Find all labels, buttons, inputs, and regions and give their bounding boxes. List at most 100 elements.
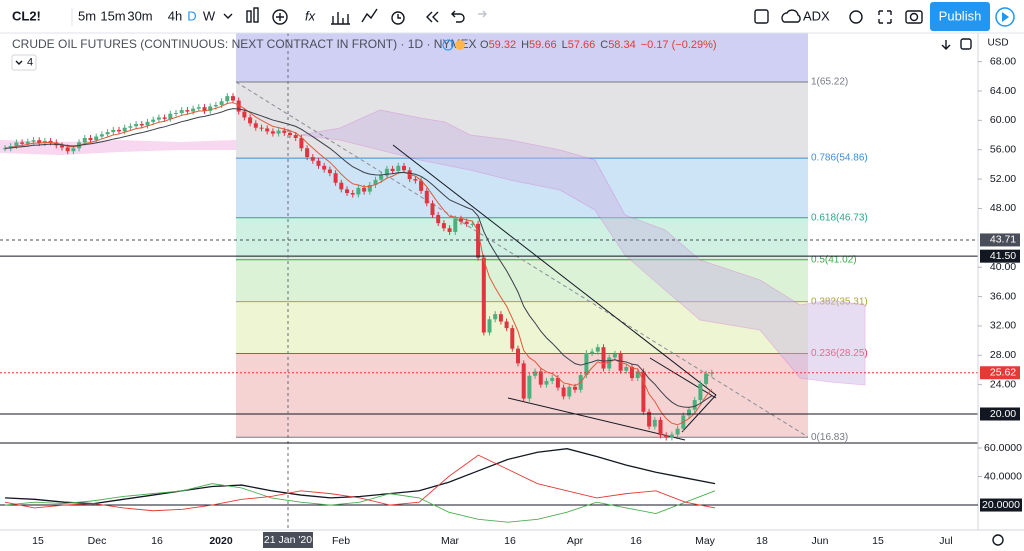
change: −0.17 (−0.29%) xyxy=(641,39,717,51)
candle xyxy=(692,400,697,410)
date-label: Jul xyxy=(939,535,952,547)
candle xyxy=(459,218,463,222)
ohlc-value: 57.66 xyxy=(568,39,596,51)
layout[interactable] xyxy=(754,9,769,24)
candle xyxy=(447,228,452,232)
candle xyxy=(669,434,674,438)
candle xyxy=(367,184,372,192)
cloud xyxy=(299,109,866,386)
chevron xyxy=(15,60,23,65)
symbol[interactable]: CL2! xyxy=(12,8,41,23)
candle xyxy=(419,180,424,191)
candle xyxy=(265,128,270,132)
scroll-down[interactable] xyxy=(941,40,951,50)
settings[interactable] xyxy=(849,10,863,24)
candle xyxy=(117,129,121,132)
indicator-tick-label: 60.0000 xyxy=(984,442,1022,454)
candle xyxy=(527,375,532,399)
fib-label: 0.786(54.86) xyxy=(811,153,868,164)
indicator-name[interactable]: ADX xyxy=(803,8,830,23)
candle xyxy=(179,110,184,114)
fib-zone xyxy=(236,158,808,218)
price-tick-label: 60.00 xyxy=(990,114,1016,126)
candle xyxy=(128,126,133,128)
candle xyxy=(151,119,156,122)
maximize[interactable] xyxy=(960,38,972,50)
redo[interactable] xyxy=(478,10,487,18)
candle xyxy=(612,353,617,358)
fib-zone xyxy=(236,217,808,260)
candle xyxy=(162,117,167,119)
candle xyxy=(305,148,310,158)
candle xyxy=(624,367,629,371)
compare[interactable] xyxy=(331,12,350,25)
publish-button[interactable] xyxy=(930,2,990,31)
candle xyxy=(270,131,275,134)
candle xyxy=(498,314,503,322)
candle xyxy=(282,130,287,133)
price-marker xyxy=(980,233,1020,247)
date-label: 18 xyxy=(756,535,768,547)
fib-label: 1(65.22) xyxy=(811,77,848,88)
date-label: 16 xyxy=(630,535,642,547)
interval[interactable]: 4h xyxy=(168,8,182,23)
indicator-count[interactable]: 4 xyxy=(27,56,33,68)
candle xyxy=(573,386,577,390)
candle xyxy=(493,314,498,320)
candle xyxy=(60,145,64,148)
candle xyxy=(322,165,327,170)
candle xyxy=(709,372,714,374)
fib-label: 0.5(41.02) xyxy=(811,254,857,265)
candle xyxy=(219,101,224,105)
indicator-toggle[interactable] xyxy=(11,54,37,71)
fib-zone xyxy=(236,82,808,159)
play[interactable] xyxy=(995,7,1015,27)
alert[interactable] xyxy=(391,11,405,25)
interval[interactable]: D xyxy=(187,8,196,23)
templates[interactable] xyxy=(361,8,378,23)
candle xyxy=(430,203,435,216)
candle xyxy=(242,111,247,118)
candle xyxy=(122,127,127,132)
publish-label[interactable]: Publish xyxy=(939,8,982,23)
candle xyxy=(607,357,612,369)
data-icon[interactable] xyxy=(455,40,465,50)
fx-icon[interactable]: fx xyxy=(305,8,316,23)
candle xyxy=(516,348,520,364)
ohlc-label: L xyxy=(562,39,568,51)
candle xyxy=(647,411,652,427)
interval-menu[interactable] xyxy=(223,13,233,19)
candle xyxy=(236,100,241,112)
indicator-line xyxy=(4,448,716,505)
replay[interactable] xyxy=(426,11,439,23)
price-tick-label: 36.00 xyxy=(990,290,1016,302)
axis-settings[interactable] xyxy=(992,534,1004,546)
candle xyxy=(174,113,178,115)
interval[interactable]: W xyxy=(203,8,216,23)
date-label: 16 xyxy=(151,535,163,547)
interval[interactable]: 5m xyxy=(78,8,96,23)
moving-average xyxy=(4,108,713,408)
fullscreen[interactable] xyxy=(878,10,892,24)
candle xyxy=(185,110,190,112)
candle xyxy=(20,142,25,144)
chart-style[interactable] xyxy=(246,7,259,23)
undo[interactable] xyxy=(451,10,465,23)
indicators[interactable] xyxy=(272,9,288,25)
candle xyxy=(25,141,30,144)
price-marker-label: 41.50 xyxy=(990,250,1016,262)
candle xyxy=(350,193,355,195)
candle xyxy=(396,165,401,172)
candle xyxy=(99,134,104,137)
eye-icon[interactable] xyxy=(442,39,454,51)
interval[interactable]: 15m xyxy=(100,8,125,23)
candle xyxy=(601,347,606,369)
snapshot[interactable] xyxy=(905,10,923,24)
candle xyxy=(561,387,566,397)
candle xyxy=(345,189,349,194)
fib-label: 0.618(46.73) xyxy=(811,212,868,223)
interval[interactable]: 30m xyxy=(127,8,152,23)
cloud-save[interactable] xyxy=(781,9,801,23)
price-marker xyxy=(980,366,1020,380)
indicator-line xyxy=(4,483,716,523)
